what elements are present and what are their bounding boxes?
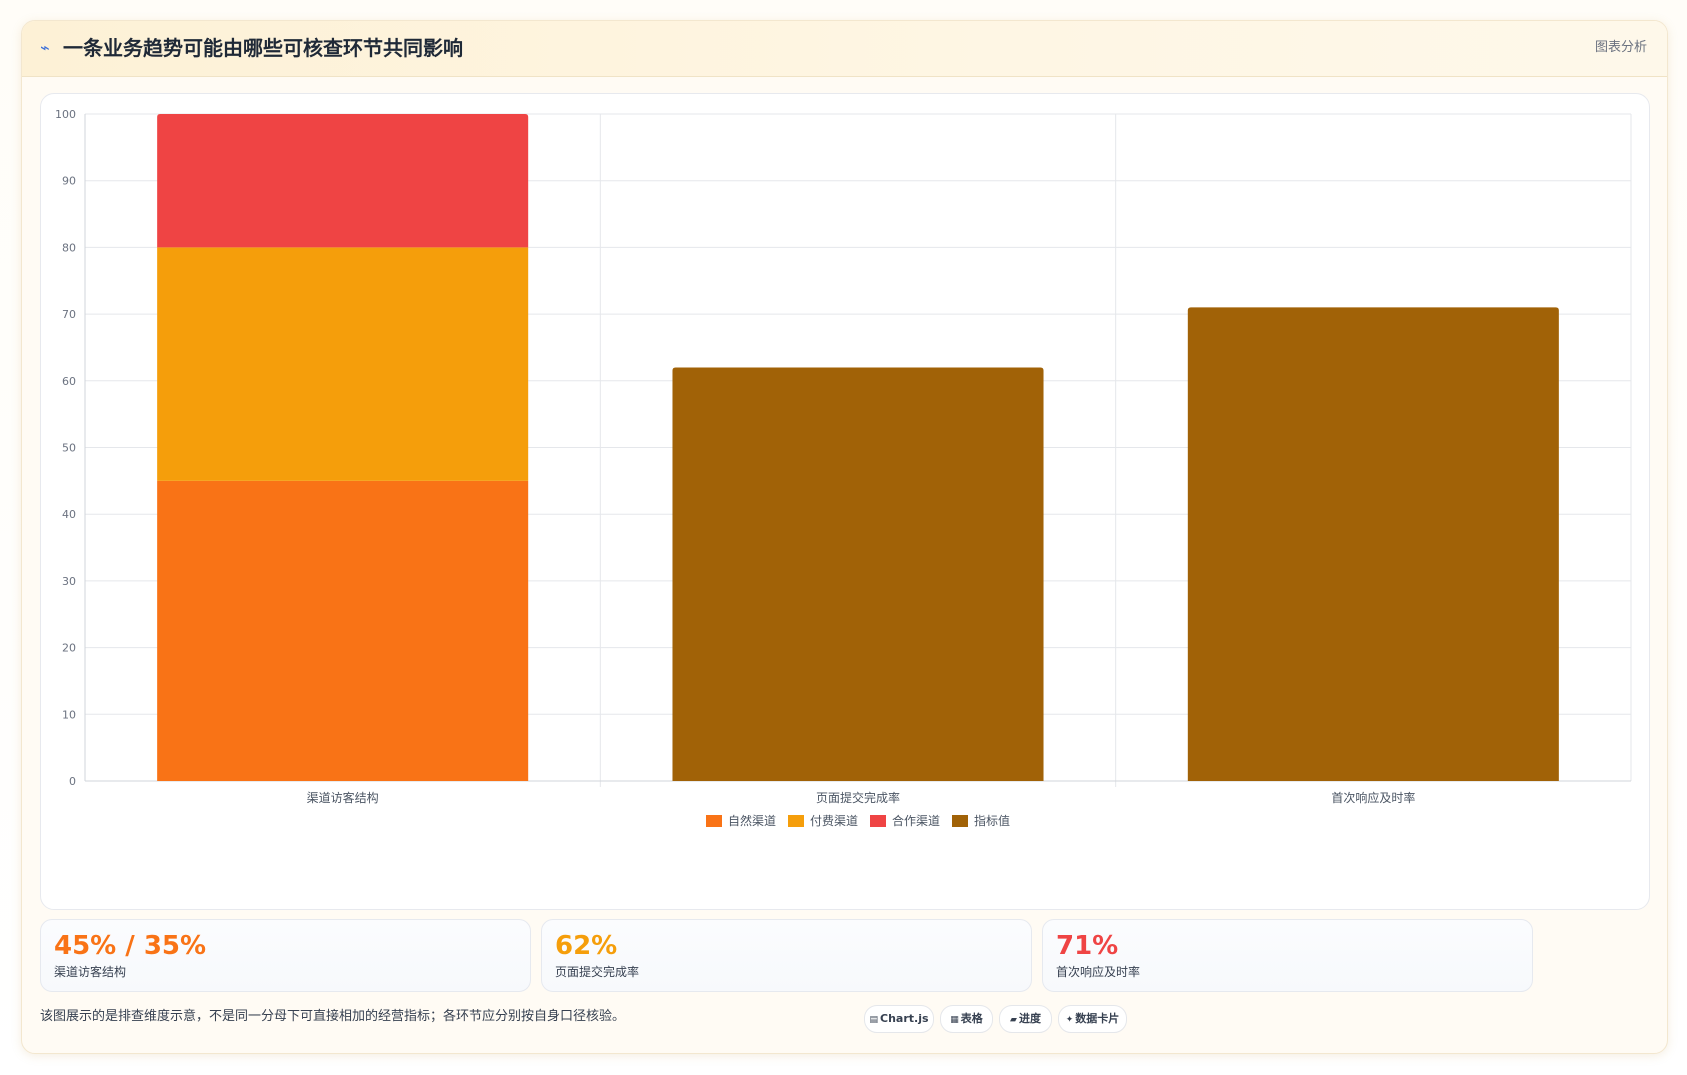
stat-card-response-rate: 71% 首次响应及时率 [1042, 919, 1533, 992]
stat-card-channel: 45% / 35% 渠道访客结构 [40, 919, 531, 992]
y-tick-label: 30 [62, 575, 76, 588]
stat-value: 62% [555, 931, 618, 961]
stat-label: 渠道访客结构 [54, 965, 127, 979]
legend-label: 指标值 [974, 813, 1010, 828]
chartjs-pill[interactable]: ▤ Chart.js [864, 1005, 934, 1033]
pill-label: Chart.js [880, 1012, 929, 1025]
x-tick-label: 页面提交完成率 [816, 790, 900, 805]
bar-segment [157, 114, 529, 248]
x-tick-label: 渠道访客结构 [307, 790, 379, 805]
bar-chart: 0 10 20 30 40 50 60 70 80 90 100 渠道访客结构 页面提交完成率 首次响应及… [55, 108, 1632, 828]
pill-label: 表格 [960, 1012, 983, 1025]
pill-label: 数据卡片 [1075, 1012, 1120, 1025]
bar-segment [1187, 307, 1559, 781]
legend-label: 自然渠道 [728, 813, 776, 828]
bar-segment [157, 247, 529, 481]
y-tick-label: 70 [62, 308, 76, 321]
sparkle-icon: ✦ [1065, 1015, 1074, 1025]
chart-card: ⌁ 一条业务趋势可能由哪些可核查环节共同影响 图表分析 0 10 20 30 40 50 6… [21, 20, 1668, 1054]
stat-label: 页面提交完成率 [555, 965, 640, 979]
stat-card-submit-rate: 62% 页面提交完成率 [541, 919, 1032, 992]
progress-pill[interactable]: ▰ 进度 [999, 1005, 1052, 1033]
stat-label: 首次响应及时率 [1056, 965, 1141, 979]
y-tick-label: 20 [62, 642, 76, 655]
chart-icon: ▤ [869, 1015, 878, 1025]
legend-swatch [706, 815, 722, 827]
legend-swatch [788, 815, 804, 827]
footnote: 该图展示的是排查维度示意，不是同一分母下可直接相加的经营指标；各环节应分别按自身… [40, 1009, 626, 1024]
y-tick-label: 80 [62, 241, 76, 254]
bar-segment [157, 480, 529, 781]
table-icon: ▦ [950, 1015, 959, 1025]
table-pill[interactable]: ▦ 表格 [940, 1005, 993, 1033]
card-header: ⌁ 一条业务趋势可能由哪些可核查环节共同影响 图表分析 [22, 21, 1667, 77]
pill-label: 进度 [1018, 1012, 1041, 1025]
y-tick-label: 100 [55, 108, 76, 121]
data-card-pill[interactable]: ✦ 数据卡片 [1058, 1005, 1127, 1033]
y-tick-label: 10 [62, 708, 76, 721]
legend-swatch [952, 815, 968, 827]
progress-icon: ▰ [1010, 1015, 1017, 1025]
legend-swatch [870, 815, 886, 827]
chart-container: 0 10 20 30 40 50 60 70 80 90 100 渠道访客结构 页面提交完成率 首次响应及… [40, 93, 1650, 910]
y-tick-label: 0 [69, 775, 76, 788]
stat-value: 45% / 35% [54, 931, 207, 961]
legend-label: 付费渠道 [810, 814, 858, 828]
stat-value: 71% [1056, 931, 1119, 961]
y-tick-label: 40 [62, 508, 76, 521]
y-tick-label: 50 [62, 442, 76, 455]
y-tick-label: 90 [62, 175, 76, 188]
page-title: 一条业务趋势可能由哪些可核查环节共同影响 [63, 36, 463, 60]
x-tick-label: 首次响应及时率 [1331, 790, 1415, 805]
y-tick-label: 60 [62, 375, 76, 388]
legend-label: 合作渠道 [892, 813, 940, 828]
trend-line-icon: ⌁ [40, 38, 50, 57]
header-tag: 图表分析 [1594, 40, 1647, 55]
bar-segment [672, 367, 1044, 781]
